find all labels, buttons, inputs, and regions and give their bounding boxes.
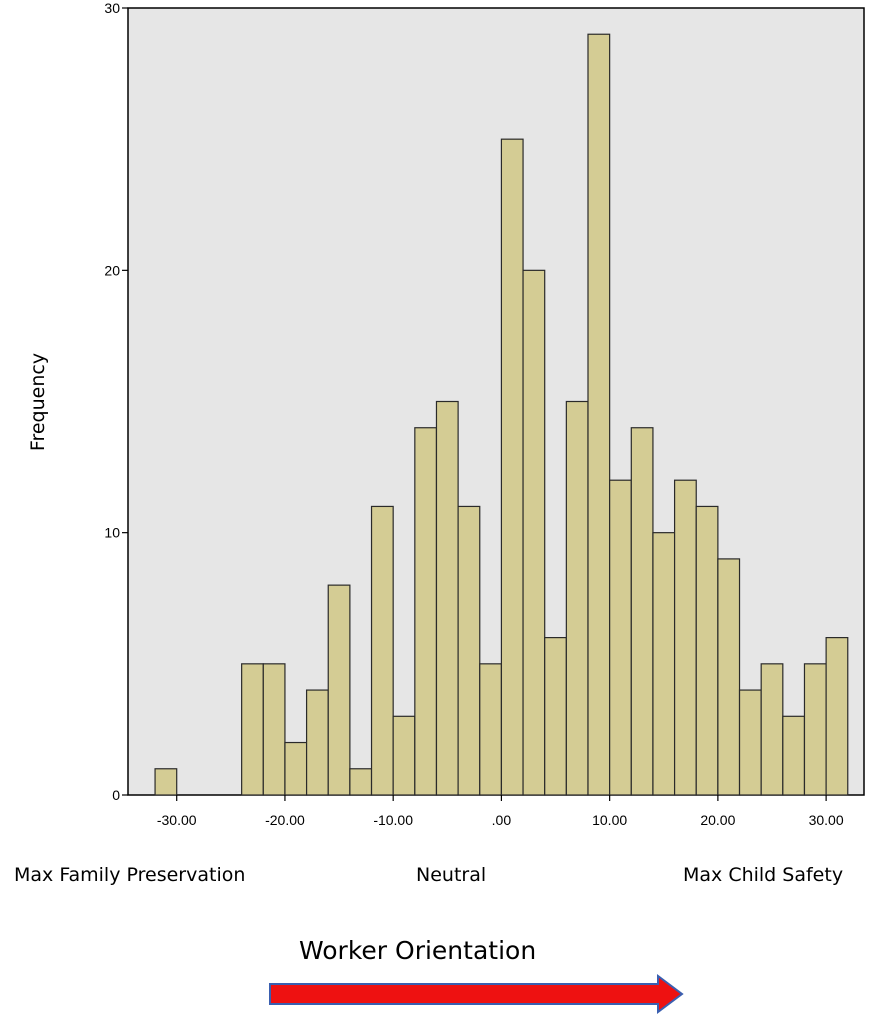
y-tick-label: 10 xyxy=(104,525,120,541)
annotation-neutral: Neutral xyxy=(416,864,487,886)
y-tick-label: 30 xyxy=(104,0,120,16)
x-axis-label: Worker Orientation xyxy=(299,936,537,965)
histogram-bar xyxy=(327,584,351,796)
histogram-bar xyxy=(414,427,438,796)
x-tick-label: 30.00 xyxy=(809,812,844,828)
x-tick-label: -10.00 xyxy=(373,812,413,828)
annotation-max-family-preservation: Max Family Preservation xyxy=(14,864,246,886)
histogram-bar xyxy=(738,689,762,796)
histogram-bar xyxy=(544,636,567,796)
histogram-bar xyxy=(305,689,329,796)
annotation-max-child-safety: Max Child Safety xyxy=(683,864,844,886)
histogram-bar xyxy=(262,663,286,796)
histogram-bar xyxy=(392,715,416,796)
histogram-bar xyxy=(825,636,849,796)
x-tick-label: 20.00 xyxy=(700,812,735,828)
histogram-bar xyxy=(587,33,611,796)
right-arrow-icon xyxy=(269,974,684,1014)
histogram-bar xyxy=(673,479,697,796)
histogram-bar xyxy=(479,663,503,796)
histogram-bar xyxy=(370,505,394,796)
histogram-bar xyxy=(154,768,178,796)
bars-group xyxy=(154,33,849,796)
y-tick-label: 20 xyxy=(104,262,120,278)
histogram-bar xyxy=(435,400,459,796)
histogram-bar xyxy=(652,532,676,796)
arrow-shape xyxy=(269,974,684,1014)
histogram-bar xyxy=(609,479,632,796)
x-tick-label: -20.00 xyxy=(265,812,305,828)
histogram-bar xyxy=(522,269,546,796)
y-axis-label: Frequency xyxy=(27,353,49,451)
histogram-bar xyxy=(500,138,524,796)
histogram-bar xyxy=(760,663,784,796)
histogram-bar xyxy=(241,663,264,796)
x-tick-label: 10.00 xyxy=(592,812,627,828)
y-tick-label: 0 xyxy=(112,787,120,803)
histogram-bar xyxy=(782,715,806,796)
axes-group: 0 10 20 30 -30.00 -20.00 -10.00 .00 10.00 20.00 30… xyxy=(104,0,843,828)
histogram-bar xyxy=(630,427,654,796)
histogram-bar xyxy=(803,663,827,796)
histogram-bar xyxy=(457,505,481,796)
histogram-bar xyxy=(695,505,719,796)
histogram-bar xyxy=(284,741,308,796)
histogram-bar xyxy=(717,558,741,796)
x-tick-label: -30.00 xyxy=(157,812,197,828)
x-tick-label: .00 xyxy=(492,812,512,828)
histogram-bar xyxy=(349,768,373,796)
histogram-bar xyxy=(565,400,589,796)
